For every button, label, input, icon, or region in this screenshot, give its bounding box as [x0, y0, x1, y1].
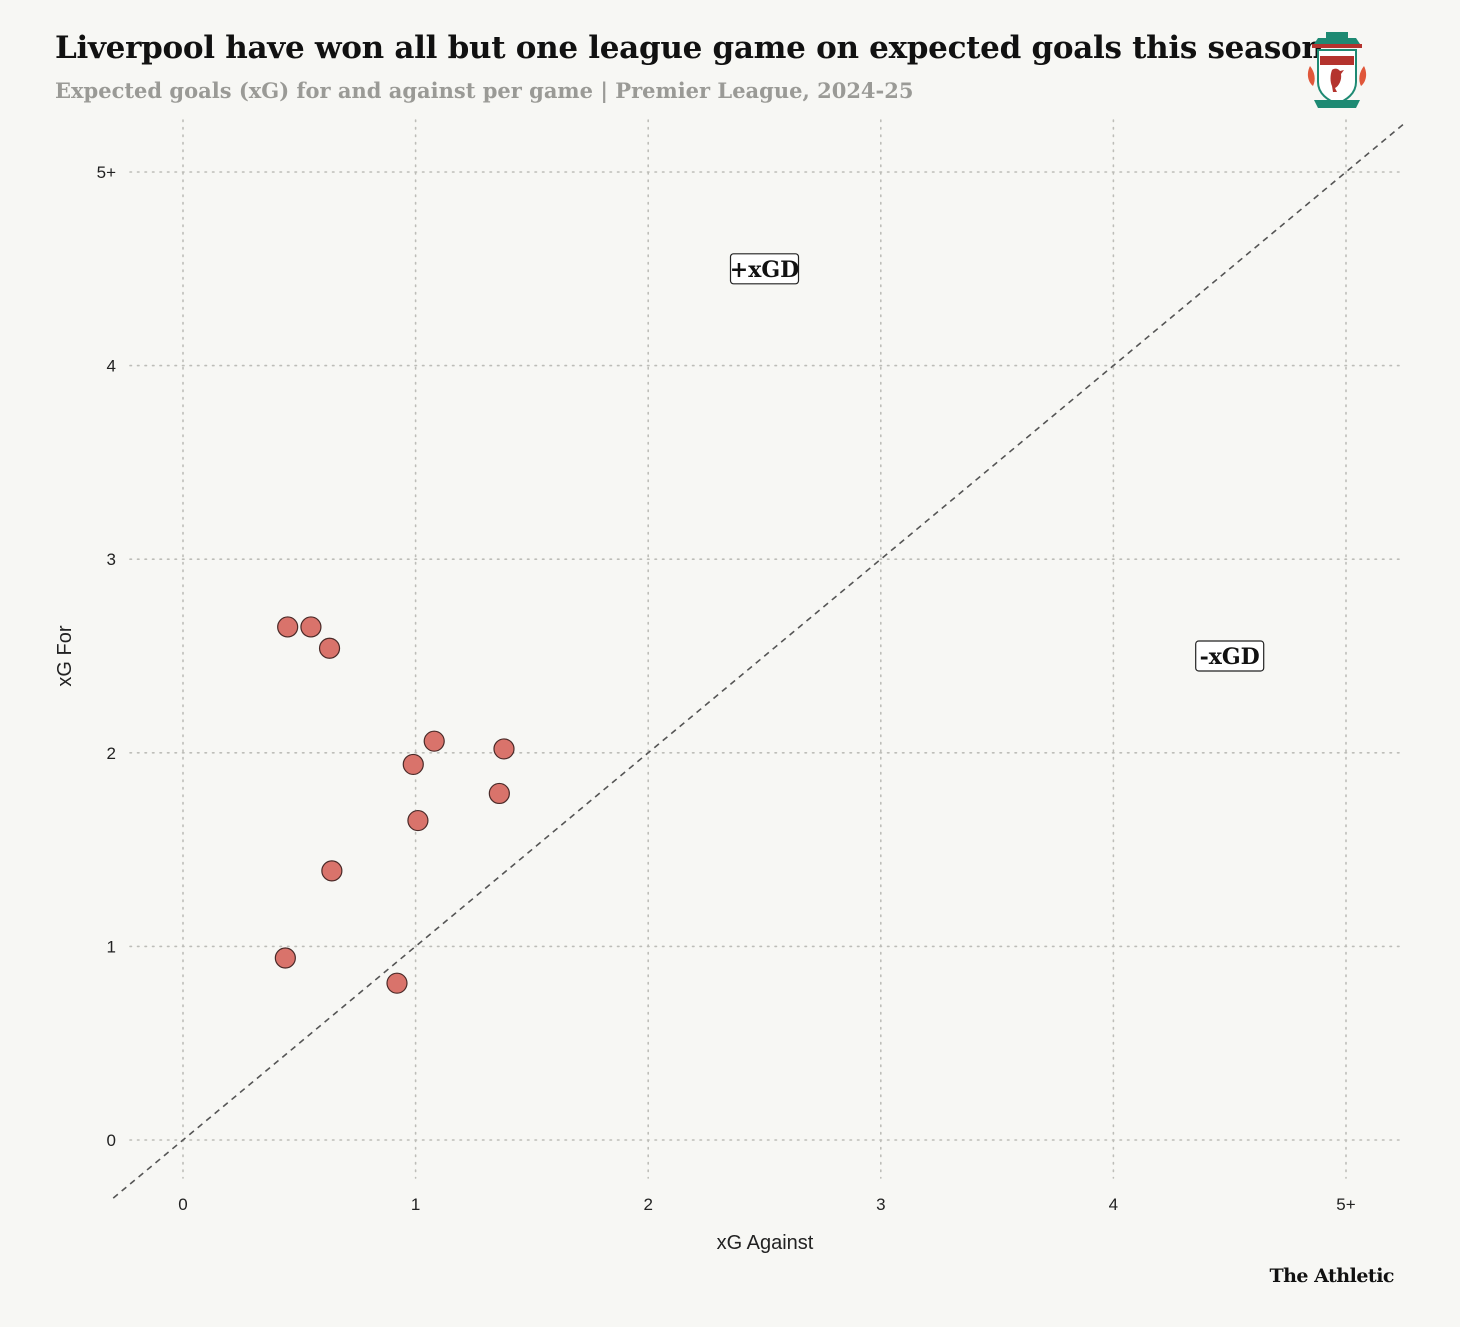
- x-tick-label: 4: [1109, 1195, 1118, 1214]
- x-tick-label: 2: [643, 1195, 652, 1214]
- reference-line-y-equals-x: [112, 122, 1405, 1199]
- region-label: -xGD: [1200, 644, 1260, 670]
- y-tick-label: 2: [107, 744, 116, 763]
- region-label: +xGD: [730, 257, 799, 283]
- reference-line-layer: [112, 122, 1405, 1199]
- x-axis-title: xG Against: [717, 1232, 814, 1254]
- data-point: [274, 947, 296, 969]
- crest-gate-top: [1314, 38, 1360, 44]
- y-tick-label: 4: [107, 357, 116, 376]
- region-label-box: [729, 253, 800, 285]
- grid-layer: [129, 119, 1406, 1179]
- data-point: [300, 616, 322, 638]
- labels-layer: +xGD -xGD: [729, 253, 1265, 672]
- data-point: [277, 616, 299, 638]
- x-tick-label: 5+: [1336, 1195, 1355, 1214]
- crest-gate-arch: [1326, 32, 1348, 39]
- crest-banner: [1312, 44, 1362, 48]
- x-tick-label: 1: [411, 1195, 420, 1214]
- chart-title: Liverpool have won all but one league ga…: [55, 30, 1324, 66]
- data-point: [488, 782, 510, 805]
- y-tick-label: 3: [107, 550, 116, 569]
- data-point: [407, 809, 429, 832]
- data-point: [493, 738, 515, 760]
- y-tick-label: 5+: [97, 163, 116, 182]
- data-point: [321, 860, 343, 882]
- y-axis-title: xG For: [54, 625, 76, 686]
- crest-ribbon: [1314, 100, 1360, 108]
- points-layer: [274, 616, 515, 994]
- data-point: [423, 730, 445, 752]
- data-point: [402, 753, 424, 776]
- axis-layer: 0 1 2 3 4 5+ 0 1 2 3 4 5+ xG Against xG For: [54, 163, 1356, 1254]
- data-point: [386, 972, 408, 994]
- y-tick-label: 0: [107, 1131, 116, 1150]
- x-tick-label: 0: [178, 1195, 187, 1214]
- data-point: [318, 637, 341, 659]
- x-tick-label: 3: [876, 1195, 885, 1214]
- region-label-box: [1195, 640, 1265, 672]
- liverpool-crest-logo: [1307, 32, 1367, 108]
- y-tick-label: 1: [107, 937, 116, 956]
- crest-flame-left: [1307, 66, 1315, 86]
- the-athletic-logo: The Athletic: [1269, 1265, 1394, 1287]
- chart-subtitle: Expected goals (xG) for and against per …: [55, 78, 914, 103]
- crest-liver-bird: [1330, 68, 1344, 92]
- crest-name-band: [1320, 56, 1354, 65]
- crest-flame-right: [1359, 66, 1367, 86]
